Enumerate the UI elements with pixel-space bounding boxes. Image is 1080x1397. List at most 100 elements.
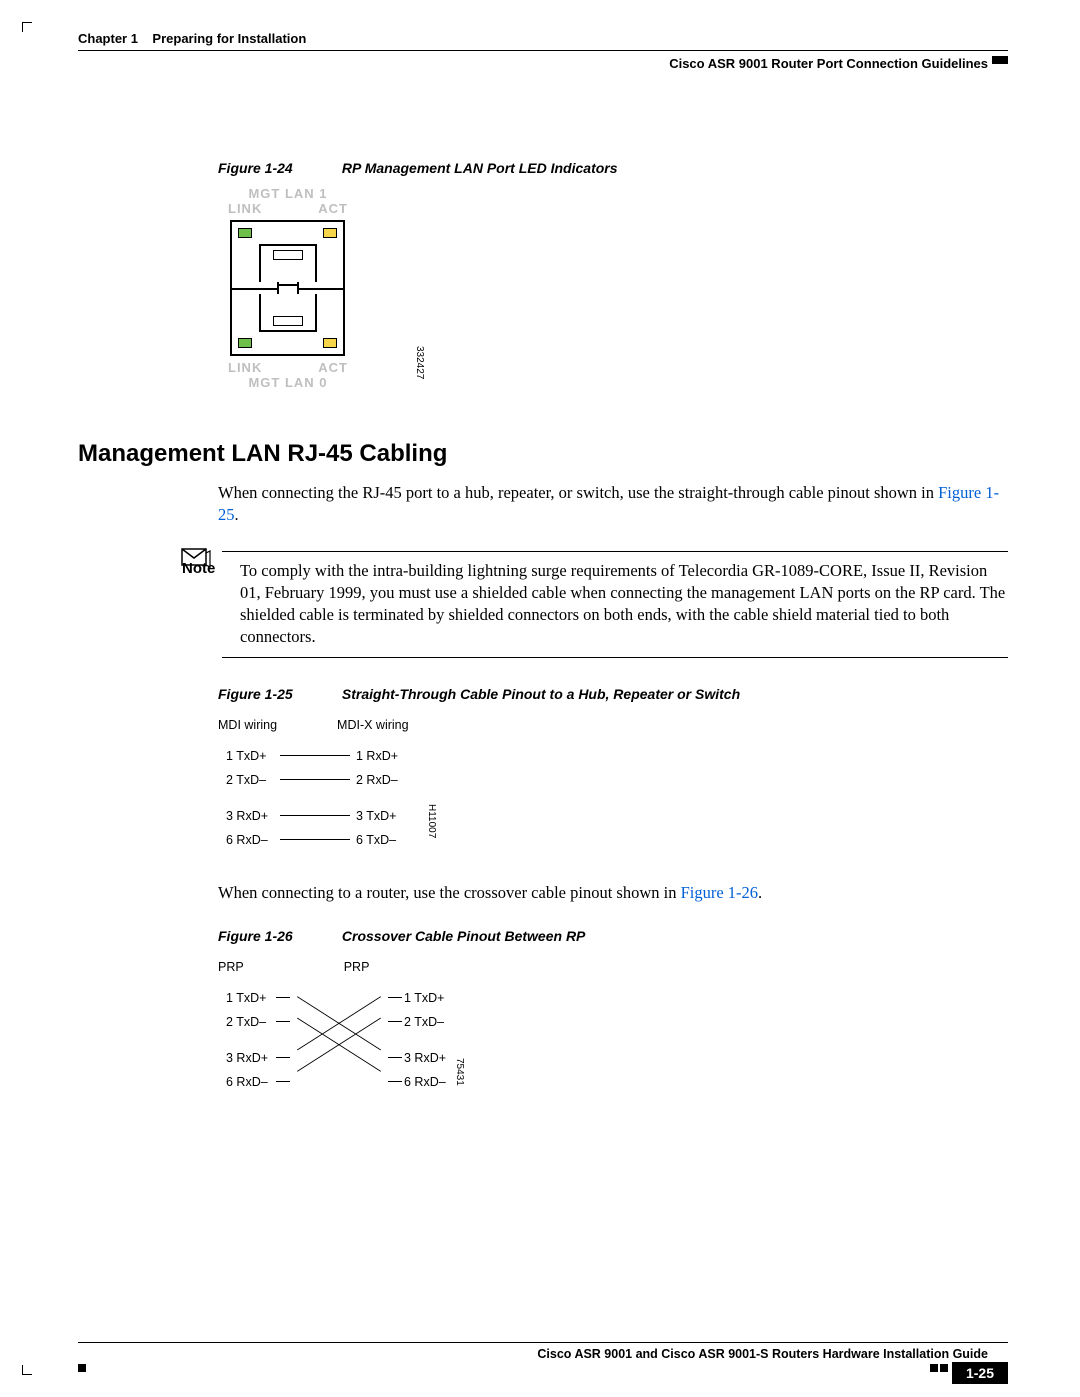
figure-title: Crossover Cable Pinout Between RP <box>342 928 586 944</box>
pin-row: 3 RxD+ <box>386 1046 460 1070</box>
pin-right: 6 TxD– <box>356 828 412 852</box>
rj45-port-1 <box>232 222 343 288</box>
page-number: 1-25 <box>952 1362 1008 1384</box>
pin-row: 2 TxD– 2 RxD– <box>218 768 1008 792</box>
rj45-led-figure: MGT LAN 1 LINK ACT <box>218 186 458 390</box>
figure-caption: Figure 1-25 Straight-Through Cable Pinou… <box>218 686 1008 702</box>
row-gap <box>218 792 1008 804</box>
wire <box>280 815 350 816</box>
header-square <box>992 56 1000 64</box>
para-text: . <box>758 883 762 902</box>
right-header: PRP <box>344 960 370 974</box>
stub <box>388 1057 402 1058</box>
stub <box>388 997 402 998</box>
drawing-number: 75431 <box>454 1058 465 1086</box>
note-text: To comply with the intra-building lightn… <box>240 560 1008 649</box>
pin-row: 3 RxD+ 3 TxD+ <box>218 804 1008 828</box>
figure-number: Figure 1-25 <box>218 686 338 702</box>
link-label: LINK <box>228 201 262 216</box>
stub <box>276 1021 290 1022</box>
header-rule <box>78 50 1008 51</box>
link-led <box>238 228 252 238</box>
stub <box>388 1081 402 1082</box>
header-square <box>1000 56 1008 64</box>
act-led <box>323 338 337 348</box>
figure-caption: Figure 1-24 RP Management LAN Port LED I… <box>218 160 1008 176</box>
pin-left: 6 RxD– <box>218 1070 274 1094</box>
section-heading: Management LAN RJ-45 Cabling <box>78 440 1008 468</box>
note-label: Note <box>178 560 222 649</box>
rj45-jack <box>259 294 317 332</box>
right-pins: 1 TxD+ 2 TxD– 3 RxD+ 6 RxD– <box>386 986 460 1094</box>
pin-row: 1 TxD+ <box>386 986 460 1010</box>
left-header: MDI wiring <box>218 718 277 732</box>
figure-link[interactable]: Figure 1-26 <box>681 883 758 902</box>
rj45-jack <box>259 244 317 282</box>
figure-caption: Figure 1-26 Crossover Cable Pinout Betwe… <box>218 928 1008 944</box>
straight-pinout-figure: MDI wiring MDI-X wiring 1 TxD+ 1 RxD+ 2 … <box>218 718 1008 852</box>
pin-row: 2 TxD– <box>386 1010 460 1034</box>
pin-right: 3 RxD+ <box>404 1046 460 1070</box>
pin-left: 3 RxD+ <box>218 1046 274 1070</box>
pin-row: 2 TxD– <box>218 1010 292 1034</box>
jack-pins <box>273 316 303 326</box>
left-pins: 1 TxD+ 2 TxD– 3 RxD+ 6 RxD– <box>218 986 292 1094</box>
crossover-body: 1 TxD+ 2 TxD– 3 RxD+ 6 RxD– 1 TxD+ 2 TxD… <box>218 986 1008 1094</box>
chapter-label: Chapter 1 <box>78 31 138 46</box>
figure-title: Straight-Through Cable Pinout to a Hub, … <box>342 686 740 702</box>
pin-row: 3 RxD+ <box>218 1046 292 1070</box>
rj45-port-0 <box>232 288 343 354</box>
running-footer: Cisco ASR 9001 and Cisco ASR 9001-S Rout… <box>78 1342 1008 1361</box>
act-label: ACT <box>318 360 348 375</box>
footer-square <box>930 1364 938 1372</box>
stub <box>276 1081 290 1082</box>
note-block: Note To comply with the intra-building l… <box>178 551 1008 658</box>
footer-square <box>78 1364 86 1372</box>
note-icon <box>178 545 214 573</box>
footer-rule <box>78 1342 1008 1343</box>
pinout-headers: MDI wiring MDI-X wiring <box>218 718 1008 732</box>
pin-right: 1 RxD+ <box>356 744 412 768</box>
chapter-ref: Chapter 1 Preparing for Installation <box>78 31 306 46</box>
link-act-row-bottom: LINK ACT <box>228 360 348 375</box>
right-header: MDI-X wiring <box>337 718 409 732</box>
page-content: Chapter 1 Preparing for Installation Cis… <box>78 30 1008 1094</box>
act-label: ACT <box>318 201 348 216</box>
row-gap <box>386 1034 460 1046</box>
pin-row: 1 TxD+ <box>218 986 292 1010</box>
crossover-pinout-figure: PRP PRP 1 TxD+ 2 TxD– 3 RxD+ 6 RxD– 1 Tx… <box>218 960 1008 1094</box>
rj45-port-stack <box>230 220 345 356</box>
pinout-rows: 1 TxD+ 1 RxD+ 2 TxD– 2 RxD– 3 RxD+ 3 TxD… <box>218 744 1008 852</box>
para-text: . <box>235 505 239 524</box>
row-gap <box>218 1034 292 1046</box>
pin-right: 1 TxD+ <box>404 986 460 1010</box>
mgt-lan-0-label: MGT LAN 0 <box>218 375 358 390</box>
pinout-headers: PRP PRP <box>218 960 1008 974</box>
stub <box>276 997 290 998</box>
drawing-number: 332427 <box>414 346 425 379</box>
crossover-wires <box>292 986 386 1082</box>
note-rule <box>222 657 1008 658</box>
link-label: LINK <box>228 360 262 375</box>
pin-right: 2 TxD– <box>404 1010 460 1034</box>
left-header: PRP <box>218 960 244 974</box>
jack-notch <box>277 284 299 294</box>
figure-number: Figure 1-24 <box>218 160 338 176</box>
pin-row: 6 RxD– 6 TxD– <box>218 828 1008 852</box>
pin-left: 2 TxD– <box>218 768 274 792</box>
link-act-row-top: LINK ACT <box>228 201 348 216</box>
pin-right: 3 TxD+ <box>356 804 412 828</box>
pin-left: 1 TxD+ <box>218 744 274 768</box>
pin-right: 6 RxD– <box>404 1070 460 1094</box>
stub <box>276 1057 290 1058</box>
figure-title: RP Management LAN Port LED Indicators <box>342 160 618 176</box>
act-led <box>323 228 337 238</box>
crop-mark <box>22 1365 32 1375</box>
pin-row: 6 RxD– <box>218 1070 292 1094</box>
para-text: When connecting to a router, use the cro… <box>218 883 681 902</box>
drawing-number: H11007 <box>426 804 437 838</box>
pin-row: 1 TxD+ 1 RxD+ <box>218 744 1008 768</box>
pin-right: 2 RxD– <box>356 768 412 792</box>
stub <box>388 1021 402 1022</box>
pin-left: 1 TxD+ <box>218 986 274 1010</box>
